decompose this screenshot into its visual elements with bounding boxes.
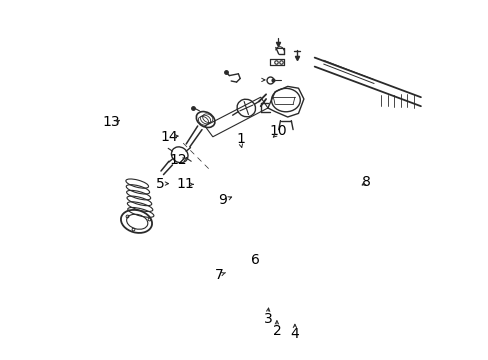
Text: 14: 14 (160, 130, 177, 144)
Text: 11: 11 (176, 177, 194, 191)
Text: 1: 1 (236, 132, 245, 145)
Text: 12: 12 (169, 153, 186, 167)
Text: 8: 8 (362, 175, 370, 189)
Text: 6: 6 (250, 253, 259, 267)
Text: 4: 4 (290, 327, 299, 341)
Text: 5: 5 (155, 177, 164, 190)
Text: 3: 3 (263, 312, 272, 325)
Text: 10: 10 (269, 125, 287, 138)
Text: 13: 13 (102, 116, 120, 129)
Text: 7: 7 (215, 269, 223, 282)
Text: 2: 2 (272, 324, 281, 338)
Text: 9: 9 (218, 193, 227, 207)
